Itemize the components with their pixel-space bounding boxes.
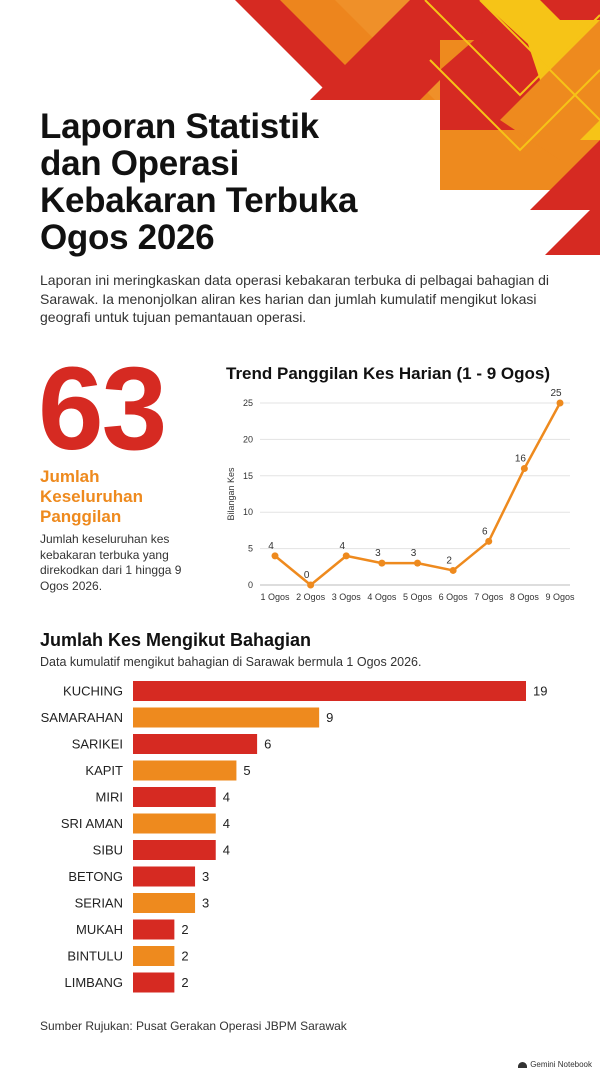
x-tick-label: 5 Ogos <box>403 592 433 602</box>
bar-category-label: SRI AMAN <box>61 816 123 831</box>
bar <box>133 972 175 993</box>
x-tick-label: 2 Ogos <box>296 592 326 602</box>
footer-brand: Gemini Notebook <box>518 1060 592 1069</box>
bar-value-label: 4 <box>223 790 230 805</box>
data-label: 4 <box>268 541 274 552</box>
bar-category-label: LIMBANG <box>64 975 123 990</box>
bar <box>133 946 175 966</box>
y-tick-label: 5 <box>248 544 253 554</box>
bar-chart-subtitle: Data kumulatif mengikut bahagian di Sara… <box>40 655 422 669</box>
data-point <box>485 537 493 545</box>
x-tick-label: 7 Ogos <box>474 592 504 602</box>
x-tick-label: 6 Ogos <box>439 592 469 602</box>
source-note: Sumber Rujukan: Pusat Gerakan Operasi JB… <box>40 1019 347 1033</box>
data-label: 16 <box>515 454 527 465</box>
y-tick-label: 15 <box>243 471 253 481</box>
x-tick-label: 1 Ogos <box>260 592 290 602</box>
total-calls-label-line: Jumlah <box>40 467 100 486</box>
data-label: 2 <box>446 555 452 566</box>
y-axis-label: Bilangan Kes <box>226 467 236 521</box>
bar <box>133 760 237 781</box>
data-point <box>378 559 386 567</box>
data-label: 0 <box>304 570 310 581</box>
x-tick-label: 8 Ogos <box>510 592 540 602</box>
data-label: 3 <box>411 548 417 559</box>
data-point <box>449 566 457 574</box>
total-calls-description: Jumlah keseluruhan kes kebakaran terbuka… <box>40 532 182 593</box>
data-point <box>414 559 421 567</box>
data-label: 4 <box>339 541 345 552</box>
data-point <box>556 399 564 407</box>
bar-chart-title: Jumlah Kes Mengikut Bahagian <box>40 630 312 650</box>
y-tick-label: 10 <box>243 507 253 517</box>
brand-name: Gemini Notebook <box>530 1060 592 1069</box>
bar-category-label: KUCHING <box>63 684 123 699</box>
bar-category-label: SAMARAHAN <box>41 710 123 725</box>
data-label: 25 <box>550 388 562 399</box>
data-point <box>342 552 350 560</box>
page-title: Laporan Statistik dan Operasi Kebakaran … <box>40 108 440 256</box>
bar-category-label: MUKAH <box>76 922 123 937</box>
y-tick-label: 0 <box>248 580 253 590</box>
page-title-line: Ogos 2026 <box>40 218 215 257</box>
bar-category-label: SARIKEI <box>72 737 123 752</box>
page-title-line: dan Operasi <box>40 144 239 183</box>
data-label: 6 <box>482 526 488 537</box>
bar-value-label: 19 <box>533 684 547 699</box>
bar <box>133 919 175 940</box>
total-calls-label: Jumlah Keseluruhan Panggilan <box>40 467 210 527</box>
bar-value-label: 4 <box>223 816 230 831</box>
bar-value-label: 2 <box>181 922 188 937</box>
page-title-line: Laporan Statistik <box>40 107 319 146</box>
bar <box>133 840 216 860</box>
bar-category-label: SIBU <box>93 843 123 858</box>
line-chart-title: Trend Panggilan Kes Harian (1 - 9 Ogos) <box>226 364 551 383</box>
bar-value-label: 2 <box>181 949 188 964</box>
data-point <box>307 581 315 589</box>
total-calls-label-line: Panggilan <box>40 507 122 526</box>
bar-category-label: BETONG <box>68 869 123 884</box>
x-tick-label: 4 Ogos <box>367 592 397 602</box>
cases-by-division-bar-chart: KUCHING 19 SAMARAHAN 9 SARIKEI 6 KAPIT 5 MIRI 4 SR… <box>41 681 547 993</box>
trend-line <box>274 402 562 587</box>
bar <box>133 681 526 701</box>
x-tick-label: 9 Ogos <box>545 592 575 602</box>
bar <box>133 734 258 754</box>
bar-category-label: BINTULU <box>67 949 123 964</box>
bar-value-label: 3 <box>202 869 209 884</box>
data-point <box>271 552 279 560</box>
bar-value-label: 4 <box>223 843 230 858</box>
bar <box>133 813 216 834</box>
bar-category-label: KAPIT <box>85 763 123 778</box>
total-calls-label-line: Keseluruhan <box>40 487 143 506</box>
bar <box>133 707 320 728</box>
page-title-line: Kebakaran Terbuka <box>40 181 358 220</box>
y-tick-label: 20 <box>243 434 253 444</box>
bar-category-label: MIRI <box>96 790 123 805</box>
bar-category-label: SERIAN <box>75 896 123 911</box>
bar-value-label: 3 <box>202 896 209 911</box>
data-label: 3 <box>375 548 381 559</box>
bar <box>133 787 216 807</box>
bar-value-label: 9 <box>326 710 333 725</box>
total-calls-number: 63 <box>38 343 167 475</box>
y-tick-label: 25 <box>243 398 253 408</box>
data-point <box>520 465 528 473</box>
x-tick-label: 3 Ogos <box>332 592 362 602</box>
bar-value-label: 2 <box>181 975 188 990</box>
header-decoration <box>235 0 600 255</box>
notebook-logo-icon <box>518 1061 528 1068</box>
intro-paragraph: Laporan ini meringkaskan data operasi ke… <box>40 272 550 325</box>
daily-trend-line-chart: 0 5 10 15 20 25 Bilangan Kes 4 1 Ogos 0 2 Ogos 4 3 O… <box>226 388 575 602</box>
bar <box>133 866 196 887</box>
bar-value-label: 5 <box>243 763 250 778</box>
bar <box>133 893 196 913</box>
bar-value-label: 6 <box>264 737 271 752</box>
